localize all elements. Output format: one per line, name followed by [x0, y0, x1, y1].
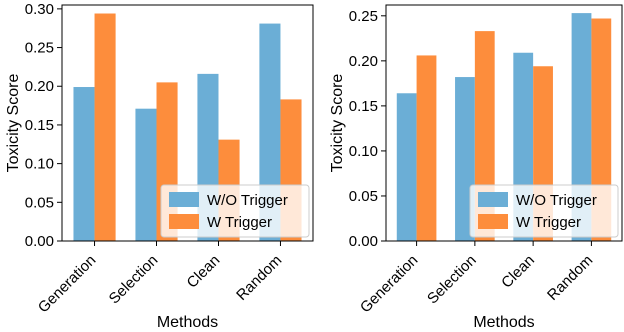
y-tick-label: 0.15: [349, 98, 378, 115]
legend-swatch: [478, 192, 508, 207]
x-tick-label: Clean: [184, 252, 224, 292]
plot-frame: [385, 4, 623, 242]
chart-panel-2: 0.00 0.05 0.10 0.15 0.20 0.25 Generation Select…: [329, 4, 623, 331]
y-tick-label: 0.10: [349, 143, 378, 160]
y-tick-label: 0.00: [349, 233, 378, 250]
legend-swatch: [169, 192, 199, 207]
x-tick-label: Generation: [35, 252, 100, 317]
bar-w-trigger-generation: [94, 13, 116, 242]
y-tick-label: 0.25: [349, 8, 378, 25]
legend: W/O Trigger W Trigger: [160, 184, 310, 238]
bar-w-trigger-generation: [416, 55, 437, 241]
x-tick-label: Random: [544, 252, 596, 304]
bar-w-o-trigger-random: [571, 13, 592, 241]
bar-w-o-trigger-selection: [135, 108, 157, 241]
chart-panel-1: 0.00 0.05 0.10 0.15 0.20 0.25 0.30 Generation Se…: [5, 1, 314, 331]
legend-swatch: [169, 214, 199, 229]
y-tick-label: 0.05: [25, 194, 54, 211]
x-tick-label: Random: [233, 252, 285, 304]
plot-frame: [61, 4, 314, 242]
x-tick-label: Generation: [357, 252, 422, 317]
x-axis-label: Methods: [473, 314, 534, 331]
y-tick-label: 0.05: [349, 188, 378, 205]
legend-label: W Trigger: [516, 214, 581, 231]
legend-label: W/O Trigger: [516, 192, 597, 209]
x-tick-label: Selection: [424, 252, 480, 308]
legend-label: W/O Trigger: [207, 192, 288, 209]
y-tick-label: 0.15: [25, 117, 54, 134]
legend: W/O Trigger W Trigger: [469, 184, 619, 238]
bar-w-o-trigger-generation: [73, 87, 95, 242]
y-tick-label: 0.25: [25, 40, 54, 57]
y-axis-label: Toxicity Score: [5, 74, 22, 173]
y-tick-label: 0.30: [25, 1, 54, 18]
x-axis-label: Methods: [157, 314, 218, 331]
bar-w-o-trigger-generation: [396, 93, 417, 242]
y-tick-label: 0.20: [25, 78, 54, 95]
x-tick-label: Selection: [106, 252, 162, 308]
legend-swatch: [478, 214, 508, 229]
legend-label: W Trigger: [207, 214, 272, 231]
y-tick-label: 0.20: [349, 53, 378, 70]
y-axis-label: Toxicity Score: [329, 74, 346, 173]
x-tick-label: Clean: [498, 252, 538, 292]
y-tick-label: 0.00: [25, 233, 54, 250]
y-tick-label: 0.10: [25, 156, 54, 173]
